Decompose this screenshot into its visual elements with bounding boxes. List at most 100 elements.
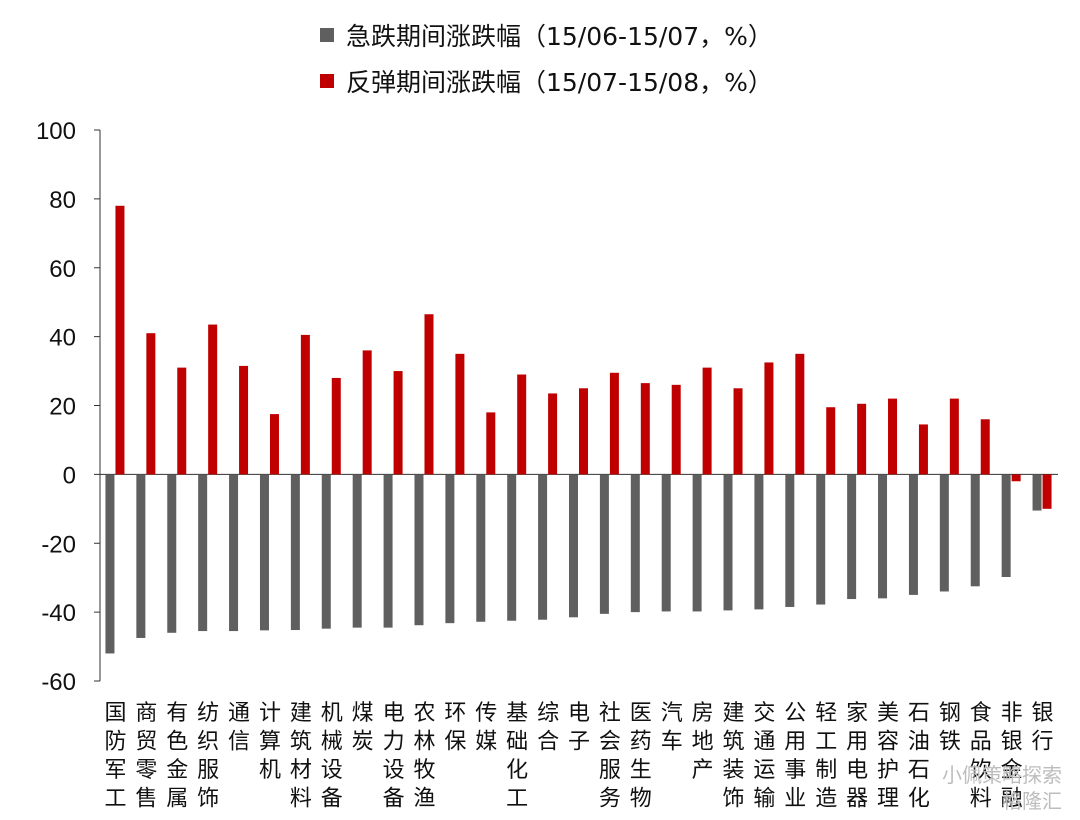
category-label: 综合	[537, 701, 559, 755]
bar-rebound	[455, 353, 465, 475]
bar-rebound	[888, 398, 898, 475]
category-label: 通信	[228, 701, 250, 755]
bar-decline	[414, 474, 424, 626]
bar-rebound	[795, 353, 805, 475]
bar-decline	[692, 474, 702, 612]
category-label: 机械设备	[321, 701, 343, 812]
bar-rebound	[177, 367, 187, 475]
bar-rebound	[1011, 474, 1021, 482]
bar-decline	[507, 474, 517, 621]
bar-decline	[816, 474, 826, 605]
category-label: 食品饮料	[970, 701, 992, 812]
category-label: 钢铁	[939, 701, 961, 755]
category-label: 家用电器	[846, 701, 868, 812]
bar-rebound	[269, 414, 279, 475]
y-tick-label: 100	[36, 118, 76, 145]
bar-decline	[569, 474, 578, 618]
y-tick-label: 20	[49, 394, 76, 421]
bar-decline	[383, 474, 393, 628]
category-label: 基础化工	[506, 701, 528, 812]
watermark-line2: 格隆汇	[1002, 789, 1062, 813]
category-label: 交通运输	[753, 701, 775, 812]
category-label: 非银金融	[1001, 701, 1023, 812]
category-label: 商贸零售	[135, 701, 157, 812]
bar-rebound	[362, 350, 372, 475]
category-label: 传媒	[475, 701, 497, 755]
bar-decline	[352, 474, 362, 628]
y-tick-label: -60	[41, 669, 76, 696]
category-labels: 国防军工商贸零售有色金属纺织服饰通信计算机建筑材料机械设备煤炭电力设备农林牧渔环…	[104, 701, 1053, 812]
bar-rebound	[486, 412, 496, 475]
category-label: 公用事业	[784, 701, 806, 812]
bar-decline	[939, 474, 949, 592]
bar-decline	[538, 474, 548, 620]
category-label: 国防军工	[104, 701, 126, 812]
y-tick-label: -20	[41, 531, 76, 558]
bar-decline	[630, 474, 640, 613]
category-label: 纺织服饰	[197, 701, 219, 812]
bar-rebound	[115, 205, 125, 475]
category-label: 美容护理	[877, 701, 899, 812]
bar-rebound	[300, 334, 310, 475]
category-label: 农林牧渔	[413, 701, 435, 812]
bar-decline	[785, 474, 795, 607]
bar-rebound	[702, 367, 712, 475]
legend: 急跌期间涨跌幅（15/06-15/07，%） 反弹期间涨跌幅（15/07-15/…	[320, 12, 773, 104]
bar-decline	[723, 474, 733, 611]
y-tick-label: 60	[49, 256, 76, 283]
legend-label-decline: 急跌期间涨跌幅（15/06-15/07，%）	[346, 22, 773, 51]
y-tick-labels: 100 80 60 40 20 0 -20 -40 -60	[36, 118, 76, 696]
category-label: 汽车	[661, 701, 683, 755]
legend-item-rebound: 反弹期间涨跌幅（15/07-15/08，%）	[320, 58, 773, 104]
bar-decline	[878, 474, 888, 599]
legend-swatch-decline	[320, 28, 334, 42]
bar-decline	[105, 474, 115, 654]
category-label: 银行	[1032, 701, 1054, 755]
bar-rebound	[918, 424, 928, 475]
bar-decline	[1032, 474, 1042, 511]
category-label: 电子	[568, 701, 590, 755]
bar-rebound	[239, 365, 249, 475]
category-label: 医药生物	[630, 701, 652, 812]
watermark: 小佩策略探索 格隆汇	[942, 762, 1062, 814]
category-label: 计算机	[259, 701, 281, 783]
axes	[94, 129, 1058, 682]
y-tick-label: 80	[49, 187, 76, 214]
category-label: 电力设备	[383, 701, 405, 812]
bar-rebound	[671, 384, 681, 475]
bar-rebound	[826, 407, 836, 475]
bar-rebound	[331, 377, 341, 475]
watermark-line1: 小佩策略探索	[942, 763, 1062, 787]
bar-rebound	[733, 388, 743, 475]
bar-rebound	[548, 393, 558, 475]
bars	[105, 205, 1052, 654]
bar-rebound	[609, 372, 619, 475]
bar-rebound	[980, 419, 990, 475]
bar-decline	[661, 474, 671, 612]
bar-rebound	[424, 314, 434, 475]
bar-decline	[321, 474, 331, 629]
bar-decline	[136, 474, 146, 638]
bar-rebound	[579, 388, 588, 475]
bar-decline	[476, 474, 486, 622]
legend-label-rebound: 反弹期间涨跌幅（15/07-15/08，%）	[346, 68, 773, 97]
bar-decline	[970, 474, 980, 587]
bar-decline	[1001, 474, 1011, 577]
bar-decline	[290, 474, 300, 631]
bar-decline	[445, 474, 455, 624]
category-label: 社会服务	[599, 701, 621, 812]
y-tick-label: 40	[49, 325, 76, 352]
category-label: 煤炭	[352, 701, 374, 755]
bar-rebound	[764, 362, 774, 475]
bar-decline	[198, 474, 208, 632]
category-label: 轻工制造	[815, 701, 837, 812]
category-label: 建筑装饰	[723, 701, 745, 812]
legend-item-decline: 急跌期间涨跌幅（15/06-15/07，%）	[320, 12, 773, 58]
bar-rebound	[857, 403, 867, 475]
y-tick-label: 0	[63, 462, 76, 489]
category-label: 石油石化	[908, 701, 930, 812]
bar-decline	[754, 474, 764, 610]
y-tick-label: -40	[41, 600, 76, 627]
category-label: 环保	[444, 701, 466, 755]
